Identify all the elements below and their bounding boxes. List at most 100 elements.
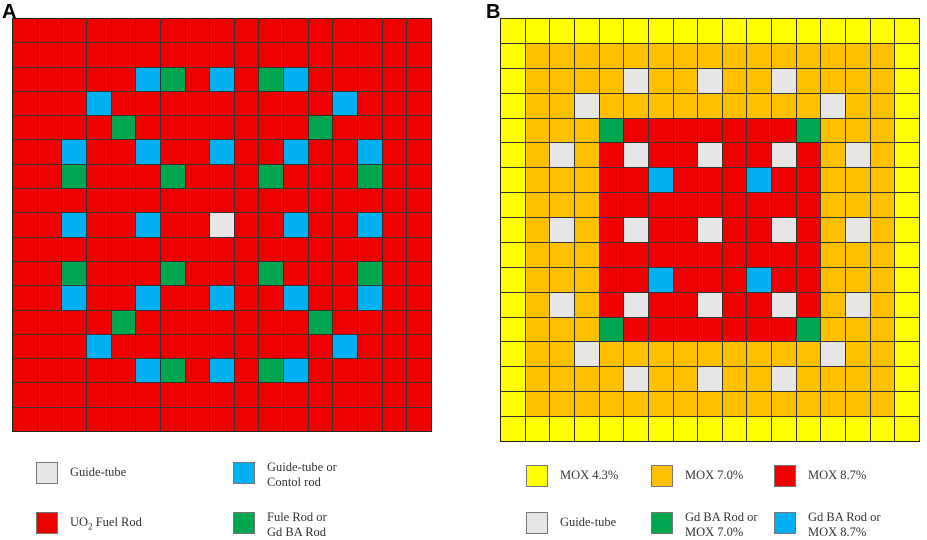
assembly-b-rod-cell [673, 93, 698, 118]
assembly-b-rod-cell [698, 118, 722, 143]
assembly-b-rod-cell [895, 218, 919, 242]
assembly-a-rod-cell [333, 91, 358, 116]
assembly-a-rod-cell [358, 140, 382, 164]
legend-label: MOX 8.7% [808, 468, 867, 482]
assembly-b-rod-cell [574, 168, 599, 193]
assembly-a-rod-cell [210, 407, 234, 431]
assembly-b-rod-cell [870, 193, 895, 218]
legend-label: Fule Rod or Gd BA Rod [267, 510, 327, 539]
assembly-a-rod-cell [37, 237, 62, 261]
assembly-a-rod-cell [308, 310, 333, 334]
assembly-b-rod-cell [895, 168, 919, 193]
assembly-b-rod-cell [747, 392, 772, 417]
assembly-b-rod-cell [821, 417, 846, 441]
assembly-b-rod-cell [722, 19, 747, 43]
assembly-b-rod-cell [501, 93, 525, 118]
assembly-a-rod-cell [284, 237, 308, 261]
assembly-a-rod-cell [259, 237, 284, 261]
assembly-a-rod-cell [234, 91, 259, 116]
assembly-b-rod-cell [747, 19, 772, 43]
legend-label: Guide-tube or Contol rod [267, 460, 337, 489]
panel-a-label: A [2, 1, 17, 23]
assembly-b-rod-cell [599, 367, 624, 392]
assembly-b-rod-cell [722, 193, 747, 218]
assembly-b-rod-cell [525, 242, 550, 267]
assembly-a-rod-cell [37, 359, 62, 383]
assembly-a-rod-cell [259, 116, 284, 140]
assembly-a-rod-cell [333, 334, 358, 359]
legend-label: Guide-tube [560, 515, 617, 529]
legend-label: MOX 7.0% [685, 468, 744, 482]
assembly-a-rod-cell [284, 91, 308, 116]
assembly-a-rod-cell [333, 359, 358, 383]
assembly-a-rod-cell [308, 383, 333, 407]
assembly-a-rod-cell [111, 407, 136, 431]
assembly-b-rod-cell [796, 93, 821, 118]
assembly-b-rod-cell [870, 317, 895, 342]
assembly-b-rod-cell [772, 118, 796, 143]
legend-label: UO2 Fuel Rod [70, 515, 142, 532]
assembly-a-rod-cell [234, 310, 259, 334]
assembly-b-rod-cell [870, 118, 895, 143]
assembly-b-rod-cell [624, 19, 648, 43]
assembly-b-rod-cell [624, 93, 648, 118]
assembly-b-rod-cell [550, 342, 574, 367]
assembly-b-rod-cell [870, 292, 895, 317]
assembly-a-rod-cell [13, 91, 37, 116]
assembly-a-rod-cell [284, 359, 308, 383]
assembly-b-rod-cell [673, 417, 698, 441]
assembly-a-rod-cell [185, 334, 210, 359]
assembly-b-rod-cell [525, 19, 550, 43]
assembly-a-rod-cell [234, 334, 259, 359]
legend-swatch [233, 462, 255, 484]
assembly-a-rod-cell [210, 164, 234, 189]
assembly-b-rod-cell [501, 342, 525, 367]
assembly-a-rod-cell [111, 91, 136, 116]
assembly-a-rod-cell [111, 237, 136, 261]
assembly-b-rod-cell [846, 19, 870, 43]
assembly-a-rod-cell [111, 140, 136, 164]
assembly-b-rod-cell [796, 68, 821, 93]
assembly-b-rod-cell [574, 68, 599, 93]
assembly-b-rod-cell [821, 367, 846, 392]
assembly-b-rod-cell [648, 242, 673, 267]
assembly-b-rod-cell [722, 392, 747, 417]
assembly-a-rod-cell [37, 19, 62, 43]
assembly-b-rod-cell [846, 118, 870, 143]
assembly-b-rod-cell [648, 19, 673, 43]
assembly-a-rod-cell [160, 189, 185, 213]
assembly-a-rod-cell [358, 310, 382, 334]
assembly-a-rod-cell [382, 237, 407, 261]
assembly-a-rod-cell [407, 334, 431, 359]
assembly-b-rod-cell [846, 143, 870, 168]
assembly-b-rod-cell [722, 168, 747, 193]
assembly-b-rod-cell [673, 317, 698, 342]
assembly-b-rod-cell [550, 19, 574, 43]
assembly-a-rod-cell [358, 334, 382, 359]
assembly-a-rod-cell [37, 213, 62, 237]
assembly-b-rod-cell [870, 267, 895, 292]
assembly-a-rod-cell [234, 237, 259, 261]
assembly-a-rod-cell [185, 286, 210, 310]
assembly-a-rod-cell [308, 261, 333, 286]
assembly-a-rod-cell [234, 286, 259, 310]
assembly-b-rod-cell [698, 193, 722, 218]
assembly-b-rod-cell [624, 292, 648, 317]
assembly-b-rod-cell [624, 193, 648, 218]
assembly-a-rod-cell [210, 116, 234, 140]
assembly-b-rod-cell [501, 193, 525, 218]
assembly-b-rod-cell [772, 267, 796, 292]
assembly-b-rod-cell [624, 168, 648, 193]
assembly-b-rod-cell [698, 19, 722, 43]
assembly-a-rod-cell [382, 383, 407, 407]
assembly-b-rod-cell [796, 267, 821, 292]
assembly-a-rod-cell [13, 237, 37, 261]
assembly-b-rod-cell [821, 242, 846, 267]
assembly-b-rod-cell [599, 93, 624, 118]
assembly-b-rod-cell [821, 68, 846, 93]
assembly-b-rod-cell [772, 242, 796, 267]
assembly-a-rod-cell [259, 334, 284, 359]
assembly-a-rod-cell [13, 334, 37, 359]
assembly-a-rod-cell [308, 164, 333, 189]
assembly-a-rod-cell [185, 261, 210, 286]
